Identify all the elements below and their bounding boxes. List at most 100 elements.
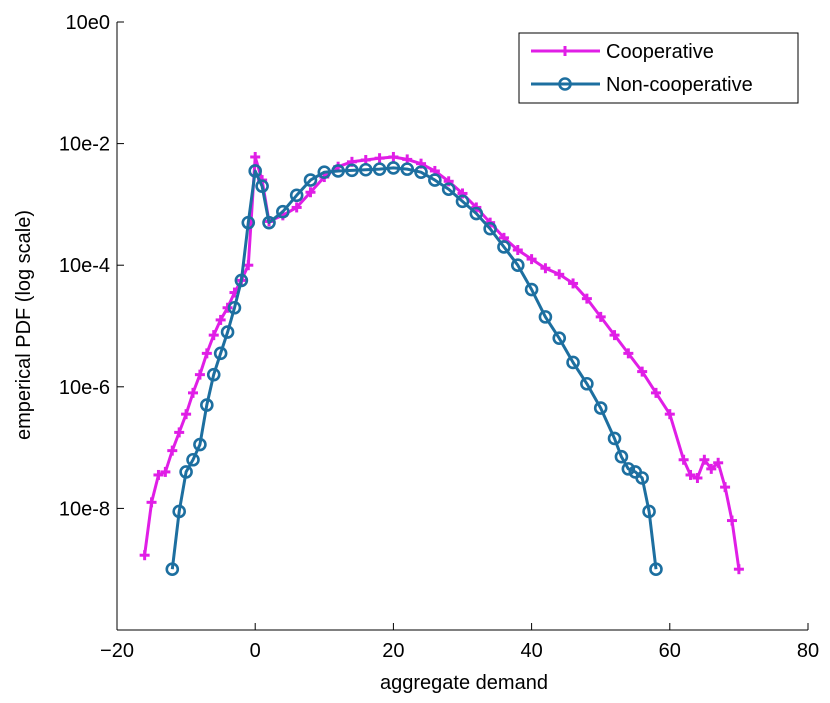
x-tick-label: 40 bbox=[520, 640, 542, 662]
series-layer bbox=[139, 151, 744, 577]
data-point-non-cooperative bbox=[538, 310, 553, 324]
data-point-cooperative bbox=[609, 330, 620, 341]
data-point-non-cooperative bbox=[580, 376, 594, 391]
data-point-non-cooperative bbox=[621, 462, 636, 476]
legend-item-cooperative: Cooperative bbox=[531, 41, 714, 63]
data-point-cooperative bbox=[568, 278, 579, 289]
legend-marker-symbol-cooperative bbox=[560, 46, 570, 56]
data-point-cooperative bbox=[637, 366, 648, 377]
data-point-non-cooperative bbox=[206, 367, 221, 382]
x-tick-label: 20 bbox=[382, 640, 404, 662]
data-point-non-cooperative bbox=[331, 164, 345, 178]
y-tick-label: 10e0 bbox=[66, 12, 111, 34]
data-point-non-cooperative bbox=[172, 504, 186, 519]
data-point-non-cooperative bbox=[255, 179, 269, 193]
x-tick-label: 0 bbox=[250, 640, 261, 662]
data-point-non-cooperative bbox=[386, 161, 401, 175]
legend-label-non-cooperative: Non-cooperative bbox=[606, 74, 753, 96]
x-axis-title: aggregate demand bbox=[380, 672, 548, 694]
data-point-non-cooperative bbox=[220, 325, 235, 339]
data-point-cooperative bbox=[188, 387, 199, 398]
data-point-non-cooperative bbox=[193, 437, 207, 452]
data-point-cooperative bbox=[512, 245, 523, 255]
y-tick-label: 10e-6 bbox=[59, 377, 110, 399]
data-point-cooperative bbox=[374, 153, 385, 164]
data-point-non-cooperative bbox=[179, 465, 193, 479]
y-tick-label: 10e-4 bbox=[59, 255, 110, 277]
data-point-cooperative bbox=[153, 469, 164, 480]
data-point-cooperative bbox=[664, 409, 675, 420]
data-point-non-cooperative bbox=[276, 204, 290, 219]
data-point-cooperative bbox=[174, 427, 185, 438]
y-axis-title: emperical PDF (log scale) bbox=[13, 210, 35, 440]
legend-item-non-cooperative: Non-cooperative bbox=[531, 74, 753, 96]
data-point-cooperative bbox=[208, 330, 219, 341]
legend-marker-cooperative bbox=[560, 46, 570, 56]
data-point-cooperative bbox=[305, 187, 316, 198]
data-point-non-cooperative bbox=[213, 346, 228, 361]
data-point-cooperative bbox=[692, 473, 703, 483]
data-point-non-cooperative bbox=[469, 206, 484, 221]
data-point-cooperative bbox=[540, 263, 551, 274]
data-point-cooperative bbox=[201, 348, 212, 359]
data-point-cooperative bbox=[554, 269, 565, 280]
data-point-non-cooperative bbox=[303, 173, 318, 187]
series-markers-non-cooperative bbox=[165, 161, 663, 577]
data-point-non-cooperative bbox=[262, 215, 276, 230]
data-point-non-cooperative bbox=[227, 300, 242, 315]
data-point-non-cooperative bbox=[524, 282, 539, 297]
data-point-cooperative bbox=[181, 409, 192, 420]
series-line-non-cooperative bbox=[170, 166, 658, 570]
data-point-non-cooperative bbox=[165, 562, 180, 577]
data-point-cooperative bbox=[291, 202, 302, 213]
data-point-non-cooperative bbox=[552, 331, 567, 345]
data-point-cooperative bbox=[167, 445, 178, 456]
data-point-non-cooperative bbox=[234, 273, 249, 288]
data-point-non-cooperative bbox=[607, 431, 622, 446]
data-point-non-cooperative bbox=[483, 221, 497, 236]
data-point-cooperative bbox=[194, 369, 205, 380]
x-tick-label: −20 bbox=[100, 640, 134, 662]
data-point-non-cooperative bbox=[441, 182, 456, 196]
x-tick-label: 80 bbox=[797, 640, 819, 662]
data-point-cooperative bbox=[388, 151, 399, 162]
data-point-non-cooperative bbox=[200, 398, 214, 412]
data-point-cooperative bbox=[726, 515, 737, 526]
data-point-cooperative bbox=[581, 293, 592, 304]
data-point-non-cooperative bbox=[358, 162, 373, 177]
data-point-non-cooperative bbox=[317, 165, 332, 179]
data-point-non-cooperative bbox=[642, 504, 656, 519]
data-point-non-cooperative bbox=[289, 188, 304, 203]
data-point-cooperative bbox=[243, 260, 254, 271]
data-point-cooperative bbox=[678, 454, 689, 465]
data-point-cooperative bbox=[215, 314, 226, 325]
data-point-non-cooperative bbox=[455, 194, 470, 209]
data-point-non-cooperative bbox=[372, 162, 387, 176]
data-point-non-cooperative bbox=[649, 562, 663, 577]
data-point-non-cooperative bbox=[400, 162, 415, 176]
legend-marker-symbol-non-cooperative bbox=[558, 77, 572, 91]
data-point-cooperative bbox=[706, 463, 717, 474]
data-point-cooperative bbox=[250, 151, 261, 162]
data-point-non-cooperative bbox=[497, 240, 511, 254]
data-point-cooperative bbox=[526, 254, 537, 265]
data-point-non-cooperative bbox=[566, 355, 580, 370]
data-point-cooperative bbox=[146, 497, 157, 508]
data-point-non-cooperative bbox=[241, 215, 256, 230]
legend-marker-non-cooperative bbox=[558, 77, 572, 91]
data-point-non-cooperative bbox=[345, 163, 359, 178]
series-markers-cooperative bbox=[139, 151, 744, 575]
data-point-cooperative bbox=[650, 387, 661, 398]
data-point-cooperative bbox=[699, 454, 710, 465]
data-point-non-cooperative bbox=[414, 165, 428, 179]
data-point-non-cooperative bbox=[428, 173, 442, 187]
data-point-cooperative bbox=[595, 311, 606, 322]
y-tick-label: 10e-8 bbox=[59, 498, 110, 520]
data-point-non-cooperative bbox=[510, 258, 525, 273]
data-point-non-cooperative bbox=[593, 401, 608, 415]
data-point-non-cooperative bbox=[186, 452, 200, 467]
data-point-cooperative bbox=[222, 302, 233, 313]
data-point-non-cooperative bbox=[614, 449, 629, 464]
